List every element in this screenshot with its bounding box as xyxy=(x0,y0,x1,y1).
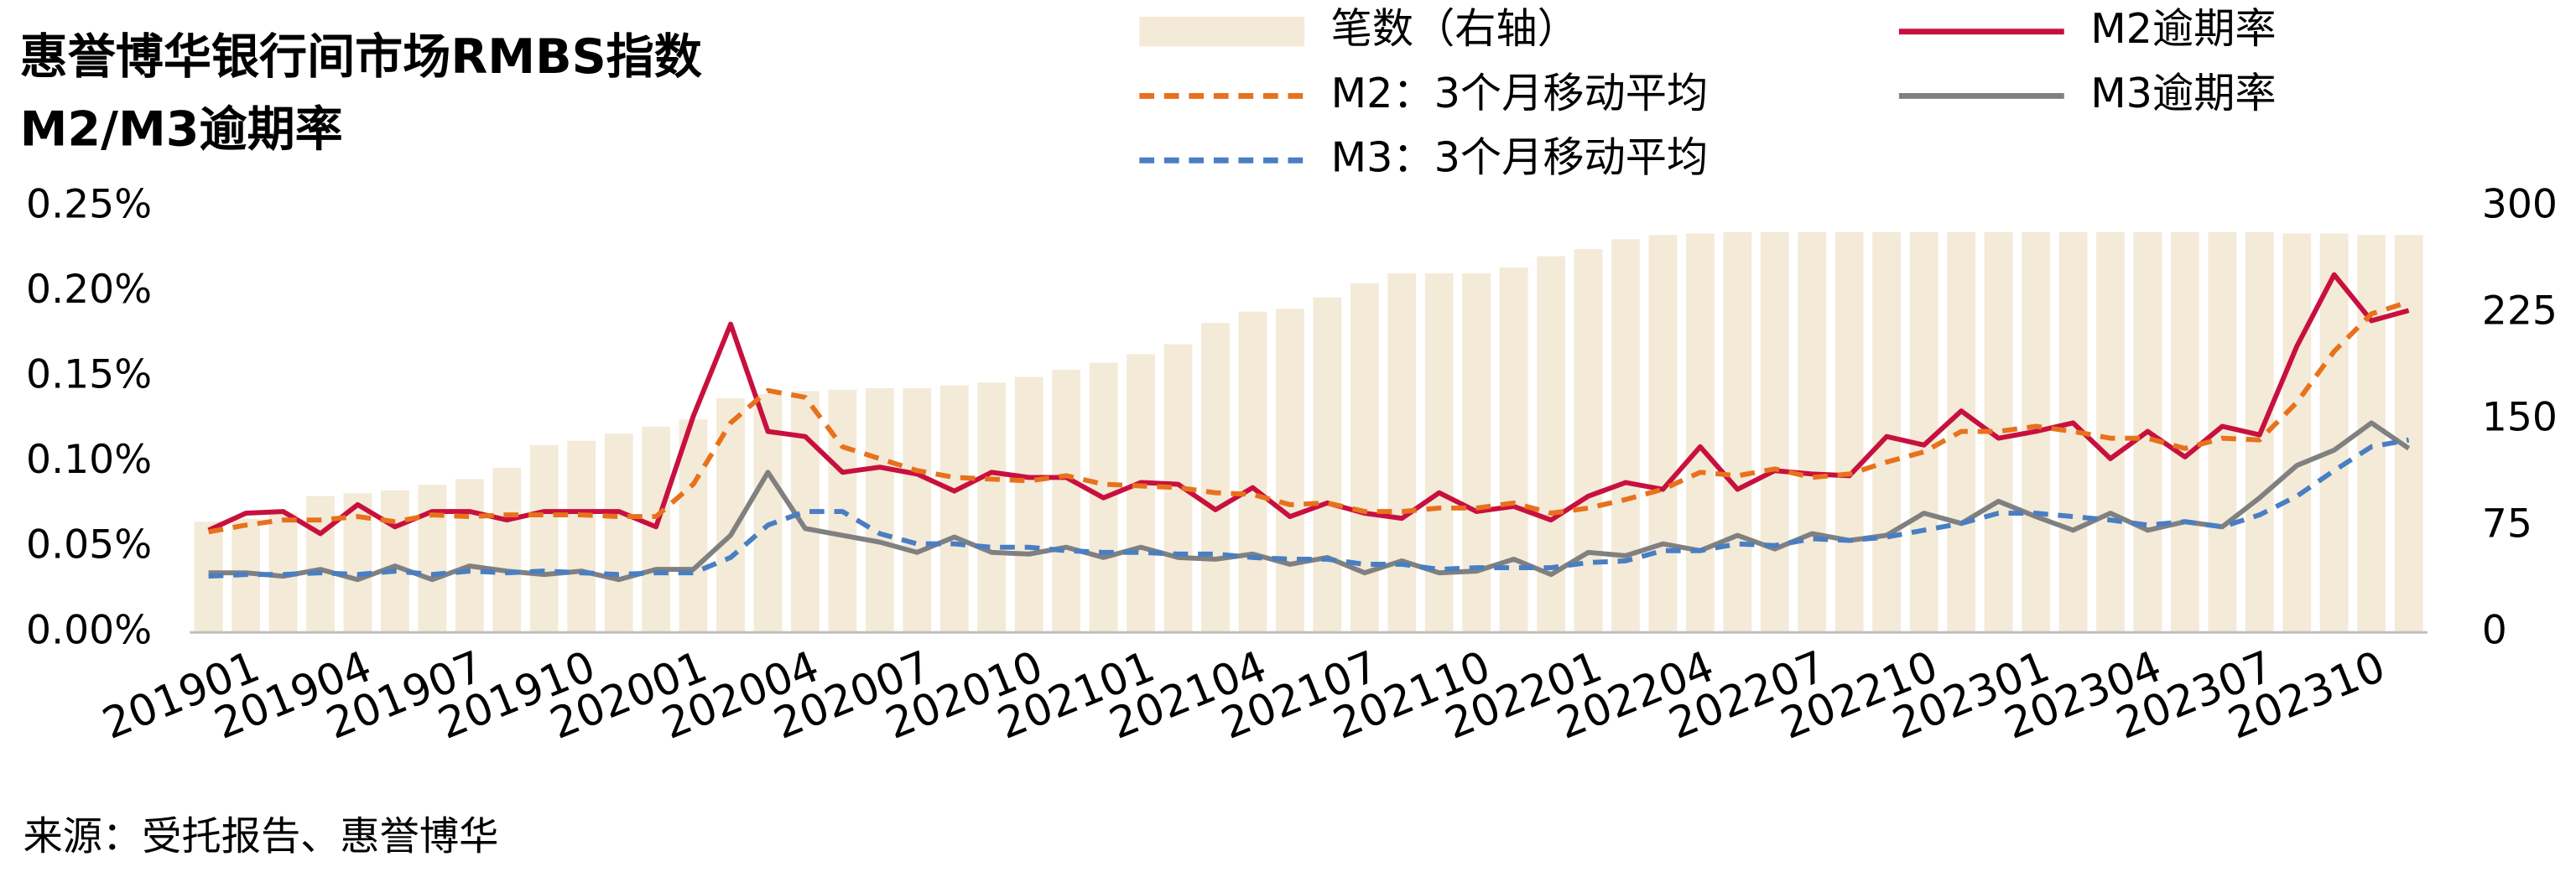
chart-title: M2/M3逾期率 xyxy=(20,101,343,157)
bar xyxy=(604,433,633,633)
y-tick-label: 0.05% xyxy=(26,522,152,568)
bar xyxy=(2394,235,2423,633)
bar xyxy=(455,479,484,633)
y2-tick-label: 300 xyxy=(2482,181,2558,227)
bar xyxy=(1014,376,1043,633)
bar xyxy=(1424,272,1454,633)
legend-label: 笔数（右轴） xyxy=(1331,4,1579,53)
bar xyxy=(1574,249,1603,633)
bar xyxy=(1238,311,1267,633)
bar xyxy=(679,419,708,633)
y-tick-label: 0.10% xyxy=(26,437,152,483)
bar xyxy=(1275,309,1304,633)
legend-label: M2：3个月移动平均 xyxy=(1331,69,1708,117)
legend-label: M3：3个月移动平均 xyxy=(1331,133,1708,182)
bar xyxy=(2282,233,2312,633)
legend-label: M2逾期率 xyxy=(2090,4,2276,53)
bar xyxy=(2357,235,2386,633)
bar xyxy=(1350,283,1379,633)
bar xyxy=(865,388,894,633)
bar xyxy=(567,440,596,633)
legend-label: M3逾期率 xyxy=(2090,69,2276,117)
y2-tick-label: 75 xyxy=(2482,501,2532,547)
bar xyxy=(1723,231,1752,633)
bar xyxy=(1387,272,1417,633)
line-series xyxy=(207,272,2410,537)
bar xyxy=(1798,231,1827,633)
bar xyxy=(1834,231,1864,633)
bar xyxy=(1052,370,1081,633)
y2-tick-label: 225 xyxy=(2482,288,2558,334)
bar xyxy=(1760,231,1789,633)
bar xyxy=(1909,231,1939,633)
source-note: 来源：受托报告、惠誉博华 xyxy=(23,813,499,859)
bar xyxy=(2319,233,2349,633)
bar xyxy=(1686,233,1715,633)
bar xyxy=(1611,239,1640,633)
y-tick-label: 0.25% xyxy=(26,181,152,227)
bar xyxy=(529,444,559,633)
bar xyxy=(642,426,670,633)
bar xyxy=(381,490,409,633)
y2-tick-label: 0 xyxy=(2482,607,2507,653)
bar xyxy=(1499,267,1528,633)
y-tick-label: 0.00% xyxy=(26,607,152,653)
legend-swatch xyxy=(1139,16,1305,47)
y-tick-label: 0.15% xyxy=(26,352,152,398)
bar xyxy=(2170,231,2199,633)
line-series xyxy=(208,437,2410,579)
bar xyxy=(1313,297,1342,633)
y2-tick-label: 150 xyxy=(2482,394,2558,440)
bar xyxy=(1872,231,1902,633)
bar xyxy=(977,382,1007,633)
bar xyxy=(1201,323,1230,633)
bar xyxy=(1648,235,1678,633)
chart-title: 惠誉博华银行间市场RMBS指数 xyxy=(20,29,703,85)
bar xyxy=(306,496,335,633)
bar xyxy=(418,485,447,633)
bar xyxy=(903,388,932,633)
bar xyxy=(939,385,969,633)
y-tick-label: 0.20% xyxy=(26,267,152,313)
bar xyxy=(1462,272,1491,633)
bar xyxy=(2096,231,2125,633)
line-series xyxy=(208,299,2410,535)
bar xyxy=(1127,354,1155,633)
bar xyxy=(492,467,522,633)
